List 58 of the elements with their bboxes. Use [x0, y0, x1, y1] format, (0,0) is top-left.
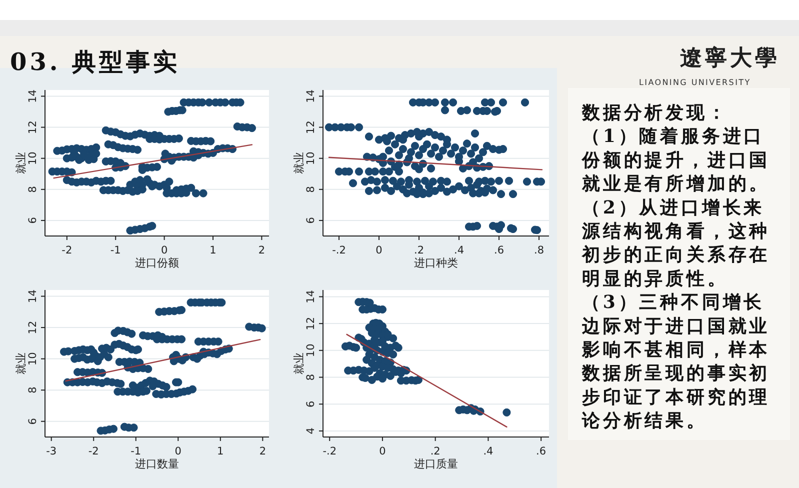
text: （2）从进口增长来源结构视角看，这种初步的正向关系存在明显的异质性。 [581, 197, 770, 290]
y-tick-label: 14 [27, 289, 39, 303]
y-tick-label: 10 [305, 152, 317, 166]
x-tick-label: -1 [110, 244, 121, 256]
x-tick-label: .4 [454, 244, 464, 256]
y-tick-label: 6 [27, 418, 39, 425]
x-tick-label: -3 [46, 445, 57, 458]
x-tick-label: .4 [483, 445, 494, 458]
text: LIAONING UNIVERSITY [639, 78, 751, 87]
y-tick-label: 14 [305, 290, 317, 304]
x-tick-label: -.2 [322, 445, 337, 458]
x-axis-title: 进口份额 [135, 256, 179, 270]
x-tick-label: 2 [259, 445, 266, 458]
x-tick-label: .2 [414, 244, 424, 256]
text: （3）三种不同增长边际对于进口国就业影响不甚相同，样本数据所呈现的事实初步印证了本研究的理论分析结果。 [581, 292, 770, 432]
y-tick-label: 6 [27, 216, 39, 224]
x-axis-title: 进口质量 [414, 458, 458, 470]
x-tick-label: -.2 [332, 244, 346, 256]
text: 数据分析发现： [581, 102, 728, 124]
x-tick-label: .2 [430, 445, 440, 458]
x-tick-label: -2 [62, 244, 72, 256]
x-axis-title: 进口种类 [414, 256, 458, 270]
y-axis-title: 就业 [292, 152, 306, 174]
y-tick-label: 12 [27, 320, 39, 334]
x-tick-label: 2 [258, 244, 266, 256]
y-tick-label: 6 [305, 216, 317, 224]
y-tick-label: 10 [305, 344, 317, 358]
x-tick-label: .8 [534, 244, 544, 256]
x-tick-label: 0 [376, 244, 382, 256]
y-tick-label: 14 [305, 89, 317, 103]
x-tick-label: .6 [494, 244, 504, 256]
y-tick-label: 10 [27, 352, 39, 366]
y-tick-label: 8 [305, 186, 317, 193]
x-tick-label: 0 [379, 445, 386, 458]
y-tick-label: 8 [27, 386, 39, 394]
x-axis-title: 进口数量 [135, 458, 179, 470]
y-tick-label: 12 [27, 120, 39, 134]
y-tick-label: 12 [305, 316, 317, 330]
y-axis-title: 就业 [292, 352, 306, 374]
y-tick-label: 6 [305, 400, 317, 408]
x-tick-label: 1 [217, 445, 224, 458]
text: （1）随着服务进口份额的提升，进口国就业是有所增加的。 [581, 126, 770, 195]
text: 遼寧大學 [680, 45, 780, 71]
x-tick-label: .6 [536, 445, 546, 458]
x-tick-label: 0 [174, 445, 182, 458]
y-tick-label: 8 [305, 374, 317, 381]
y-tick-label: 4 [305, 427, 317, 434]
x-tick-label: -1 [130, 445, 142, 458]
y-tick-label: 10 [27, 152, 39, 166]
x-tick-label: -2 [88, 445, 99, 458]
text: 03. 典型事实 [10, 47, 180, 76]
x-tick-label: 1 [210, 244, 216, 256]
y-axis-title: 就业 [14, 152, 28, 174]
y-tick-label: 8 [27, 186, 39, 193]
y-axis-title: 就业 [14, 352, 28, 374]
y-tick-label: 14 [27, 89, 39, 103]
x-tick-label: 0 [160, 244, 168, 256]
y-tick-label: 12 [305, 120, 317, 134]
